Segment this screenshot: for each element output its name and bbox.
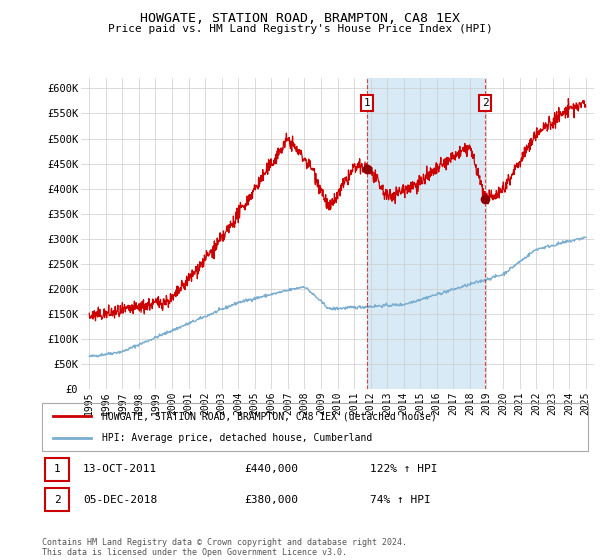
Text: 13-OCT-2011: 13-OCT-2011	[83, 464, 157, 474]
Text: 1: 1	[364, 98, 370, 108]
Text: HOWGATE, STATION ROAD, BRAMPTON, CA8 1EX (detached house): HOWGATE, STATION ROAD, BRAMPTON, CA8 1EX…	[102, 411, 437, 421]
Text: 2: 2	[482, 98, 488, 108]
Text: 05-DEC-2018: 05-DEC-2018	[83, 494, 157, 505]
Text: 122% ↑ HPI: 122% ↑ HPI	[370, 464, 437, 474]
Text: 2: 2	[53, 494, 61, 505]
Text: £380,000: £380,000	[244, 494, 298, 505]
Bar	[367, 78, 485, 389]
Text: 74% ↑ HPI: 74% ↑ HPI	[370, 494, 430, 505]
Bar	[45, 458, 70, 481]
Text: Price paid vs. HM Land Registry's House Price Index (HPI): Price paid vs. HM Land Registry's House …	[107, 24, 493, 34]
Text: Contains HM Land Registry data © Crown copyright and database right 2024.
This d: Contains HM Land Registry data © Crown c…	[42, 538, 407, 557]
Bar	[45, 488, 70, 511]
Text: 1: 1	[53, 464, 61, 474]
Text: HPI: Average price, detached house, Cumberland: HPI: Average price, detached house, Cumb…	[102, 433, 373, 443]
Text: HOWGATE, STATION ROAD, BRAMPTON, CA8 1EX: HOWGATE, STATION ROAD, BRAMPTON, CA8 1EX	[140, 12, 460, 25]
Text: £440,000: £440,000	[244, 464, 298, 474]
